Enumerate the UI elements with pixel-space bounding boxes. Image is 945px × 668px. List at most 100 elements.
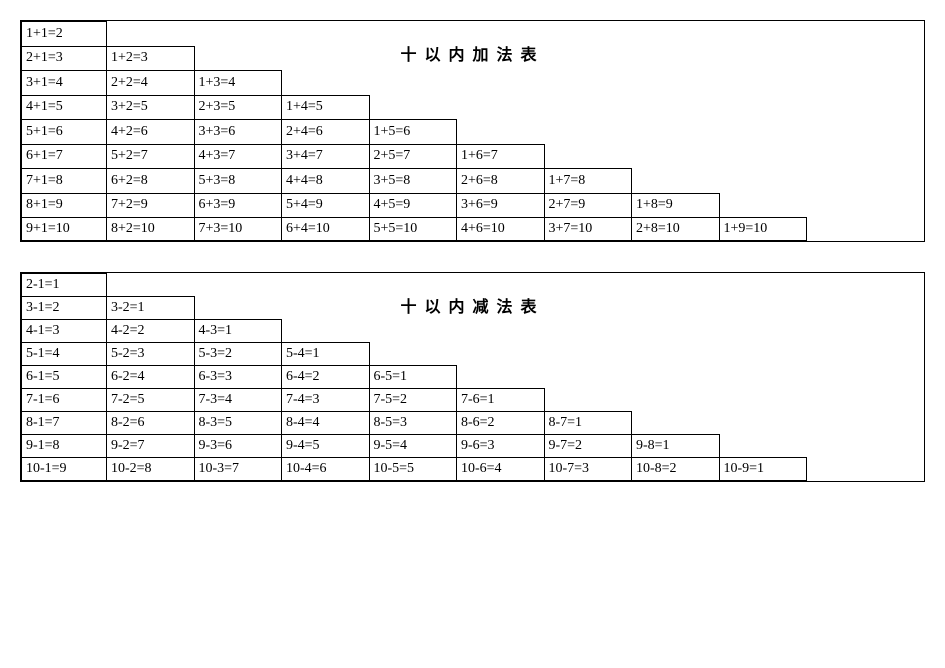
subtraction-cell: 9-8=1 xyxy=(632,435,720,458)
addition-cell: 9+1=10 xyxy=(22,218,107,241)
subtraction-empty-cell xyxy=(369,320,457,343)
addition-cell: 1+2=3 xyxy=(107,46,195,71)
subtraction-empty-cell xyxy=(719,412,807,435)
addition-cell: 3+6=9 xyxy=(457,193,545,218)
subtraction-empty-cell xyxy=(719,435,807,458)
subtraction-cell: 10-6=4 xyxy=(457,458,545,481)
subtraction-row: 9-1=89-2=79-3=69-4=59-5=49-6=39-7=29-8=1 xyxy=(22,435,807,458)
subtraction-empty-cell xyxy=(107,274,195,297)
addition-cell: 7+2=9 xyxy=(107,193,195,218)
addition-cell: 5+5=10 xyxy=(369,218,457,241)
subtraction-cell: 9-5=4 xyxy=(369,435,457,458)
addition-empty-cell xyxy=(719,46,807,71)
subtraction-cell: 6-1=5 xyxy=(22,366,107,389)
addition-cell: 4+5=9 xyxy=(369,193,457,218)
addition-empty-cell xyxy=(719,95,807,120)
addition-empty-cell xyxy=(282,22,370,47)
addition-empty-cell xyxy=(719,120,807,145)
addition-empty-cell xyxy=(632,120,720,145)
subtraction-empty-cell xyxy=(194,274,282,297)
addition-empty-cell xyxy=(632,71,720,96)
addition-empty-cell xyxy=(544,144,632,169)
subtraction-cell: 6-2=4 xyxy=(107,366,195,389)
subtraction-empty-cell xyxy=(632,320,720,343)
subtraction-cell: 10-3=7 xyxy=(194,458,282,481)
subtraction-cell: 4-3=1 xyxy=(194,320,282,343)
addition-empty-cell xyxy=(457,95,545,120)
addition-cell: 3+7=10 xyxy=(544,218,632,241)
subtraction-empty-cell xyxy=(719,343,807,366)
addition-cell: 2+4=6 xyxy=(282,120,370,145)
addition-row: 3+1=42+2=41+3=4 xyxy=(22,71,807,96)
subtraction-cell: 10-4=6 xyxy=(282,458,370,481)
subtraction-empty-cell xyxy=(544,320,632,343)
subtraction-cell: 10-7=3 xyxy=(544,458,632,481)
addition-cell: 2+2=4 xyxy=(107,71,195,96)
subtraction-cell: 4-1=3 xyxy=(22,320,107,343)
addition-cell: 2+7=9 xyxy=(544,193,632,218)
subtraction-empty-cell xyxy=(719,297,807,320)
subtraction-cell: 3-1=2 xyxy=(22,297,107,320)
subtraction-empty-cell xyxy=(632,389,720,412)
addition-cell: 6+3=9 xyxy=(194,193,282,218)
addition-empty-cell xyxy=(719,193,807,218)
subtraction-cell: 9-7=2 xyxy=(544,435,632,458)
subtraction-empty-cell xyxy=(544,366,632,389)
subtraction-cell: 9-6=3 xyxy=(457,435,545,458)
subtraction-cell: 8-7=1 xyxy=(544,412,632,435)
addition-row: 6+1=75+2=74+3=73+4=72+5=71+6=7 xyxy=(22,144,807,169)
addition-cell: 1+3=4 xyxy=(194,71,282,96)
addition-cell: 1+4=5 xyxy=(282,95,370,120)
addition-empty-cell xyxy=(369,71,457,96)
addition-cell: 2+3=5 xyxy=(194,95,282,120)
addition-cell: 1+6=7 xyxy=(457,144,545,169)
addition-empty-cell xyxy=(719,22,807,47)
addition-row: 4+1=53+2=52+3=51+4=5 xyxy=(22,95,807,120)
subtraction-cell: 7-6=1 xyxy=(457,389,545,412)
addition-cell: 3+2=5 xyxy=(107,95,195,120)
subtraction-cell: 5-3=2 xyxy=(194,343,282,366)
subtraction-title: 十以内减法表 xyxy=(400,293,544,317)
addition-row: 7+1=86+2=85+3=84+4=83+5=82+6=81+7=8 xyxy=(22,169,807,194)
subtraction-empty-cell xyxy=(632,366,720,389)
subtraction-row: 4-1=34-2=24-3=1 xyxy=(22,320,807,343)
subtraction-empty-cell xyxy=(544,274,632,297)
addition-cell: 2+6=8 xyxy=(457,169,545,194)
addition-empty-cell xyxy=(457,120,545,145)
addition-cell: 8+1=9 xyxy=(22,193,107,218)
subtraction-cell: 7-5=2 xyxy=(369,389,457,412)
addition-cell: 1+9=10 xyxy=(719,218,807,241)
subtraction-empty-cell xyxy=(544,343,632,366)
addition-empty-cell xyxy=(632,144,720,169)
addition-row: 8+1=97+2=96+3=95+4=94+5=93+6=92+7=91+8=9 xyxy=(22,193,807,218)
subtraction-cell: 10-1=9 xyxy=(22,458,107,481)
subtraction-cell: 6-4=2 xyxy=(282,366,370,389)
addition-empty-cell xyxy=(544,71,632,96)
subtraction-empty-cell xyxy=(369,343,457,366)
subtraction-cell: 8-6=2 xyxy=(457,412,545,435)
addition-cell: 6+1=7 xyxy=(22,144,107,169)
subtraction-cell: 8-1=7 xyxy=(22,412,107,435)
subtraction-cell: 9-4=5 xyxy=(282,435,370,458)
addition-cell: 4+3=7 xyxy=(194,144,282,169)
subtraction-empty-cell xyxy=(719,320,807,343)
subtraction-empty-cell xyxy=(544,389,632,412)
subtraction-cell: 9-2=7 xyxy=(107,435,195,458)
subtraction-cell: 10-5=5 xyxy=(369,458,457,481)
subtraction-empty-cell xyxy=(194,297,282,320)
addition-cell: 1+7=8 xyxy=(544,169,632,194)
addition-cell: 3+3=6 xyxy=(194,120,282,145)
addition-cell: 6+4=10 xyxy=(282,218,370,241)
addition-empty-cell xyxy=(544,95,632,120)
subtraction-cell: 5-2=3 xyxy=(107,343,195,366)
addition-empty-cell xyxy=(282,46,370,71)
subtraction-row: 6-1=56-2=46-3=36-4=26-5=1 xyxy=(22,366,807,389)
addition-cell: 7+1=8 xyxy=(22,169,107,194)
subtraction-empty-cell xyxy=(632,297,720,320)
subtraction-empty-cell xyxy=(282,274,370,297)
subtraction-row: 8-1=78-2=68-3=58-4=48-5=38-6=28-7=1 xyxy=(22,412,807,435)
addition-row: 5+1=64+2=63+3=62+4=61+5=6 xyxy=(22,120,807,145)
subtraction-row: 7-1=67-2=57-3=47-4=37-5=27-6=1 xyxy=(22,389,807,412)
addition-table-container: 十以内加法表 1+1=22+1=31+2=33+1=42+2=41+3=44+1… xyxy=(20,20,925,242)
subtraction-empty-cell xyxy=(457,343,545,366)
